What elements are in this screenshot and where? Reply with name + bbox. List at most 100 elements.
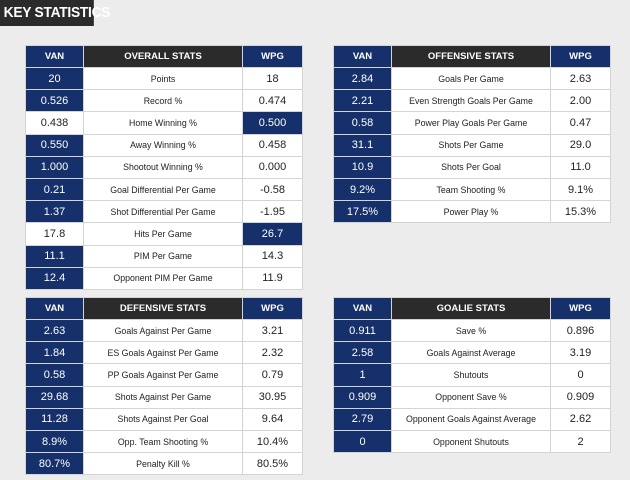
van-value: 2.21 (333, 89, 392, 113)
stat-label: Shots Per Goal (391, 155, 551, 179)
van-value: 17.8 (25, 222, 84, 246)
van-value: 9.2% (333, 177, 392, 202)
wpg-value: 2.63 (550, 66, 611, 91)
stats-category-header: OVERALL STATS (83, 45, 243, 68)
wpg-value: 2.62 (550, 407, 611, 431)
van-value: 8.9% (25, 429, 84, 454)
team-header-van: VAN (333, 297, 392, 320)
stat-label: PIM Per Game (83, 244, 243, 268)
stats-category-header: DEFENSIVE STATS (83, 297, 243, 320)
stat-label: Shot Differential Per Game (83, 200, 243, 224)
table-row: 2.79 Opponent Goals Against Average 2.62 (333, 407, 611, 431)
wpg-value: 26.7 (242, 222, 303, 246)
stat-label: Power Play Goals Per Game (391, 111, 551, 135)
defensive-stats-table: VAN DEFENSIVE STATS WPG 2.63 Goals Against P… (25, 297, 303, 476)
wpg-value: 9.64 (242, 407, 303, 431)
stats-category-header: GOALIE STATS (391, 297, 551, 320)
table-row: 0.526 Record % 0.474 (25, 89, 303, 113)
wpg-value: 2.32 (242, 341, 303, 365)
table-header-row: VAN OFFENSIVE STATS WPG (333, 45, 611, 68)
table-row: 2.21 Even Strength Goals Per Game 2.00 (333, 89, 611, 113)
wpg-value: 0.896 (550, 318, 611, 343)
table-row: 11.28 Shots Against Per Goal 9.64 (25, 407, 303, 431)
wpg-value: 11.0 (550, 155, 611, 179)
stat-label: Power Play % (391, 200, 551, 224)
table-row: 2.58 Goals Against Average 3.19 (333, 341, 611, 365)
table-row: 2.84 Goals Per Game 2.63 (333, 66, 611, 91)
team-header-van: VAN (333, 45, 392, 68)
stat-label: Opponent Shutouts (391, 429, 551, 454)
table-row: 0.911 Save % 0.896 (333, 318, 611, 343)
table-row: 1.37 Shot Differential Per Game -1.95 (25, 200, 303, 224)
wpg-value: 0.79 (242, 363, 303, 387)
table-row: 0.550 Away Winning % 0.458 (25, 133, 303, 157)
van-value: 2.79 (333, 407, 392, 431)
table-row: 0.21 Goal Differential Per Game -0.58 (25, 177, 303, 202)
stat-label: Opponent Save % (391, 385, 551, 409)
table-header-row: VAN DEFENSIVE STATS WPG (25, 297, 303, 320)
stat-label: Goal Differential Per Game (83, 177, 243, 202)
van-value: 1.84 (25, 341, 84, 365)
van-value: 0.58 (25, 363, 84, 387)
team-header-wpg: WPG (242, 297, 303, 320)
overall-stats-table: VAN OVERALL STATS WPG 20 Points 18 0.526 Record… (25, 45, 303, 290)
table-row: 0.58 PP Goals Against Per Game 0.79 (25, 363, 303, 387)
van-value: 1.37 (25, 200, 84, 224)
van-value: 0.911 (333, 318, 392, 343)
stat-label: Hits Per Game (83, 222, 243, 246)
table-row: 17.5% Power Play % 15.3% (333, 200, 611, 224)
wpg-value: 0.474 (242, 89, 303, 113)
stat-label: Record % (83, 89, 243, 113)
van-value: 0.438 (25, 111, 84, 135)
wpg-value: 0.500 (242, 111, 303, 135)
van-value: 2.58 (333, 341, 392, 365)
stat-label: Opponent PIM Per Game (83, 266, 243, 290)
van-value: 0.550 (25, 133, 84, 157)
table-header-row: VAN OVERALL STATS WPG (25, 45, 303, 68)
table-row: 0.438 Home Winning % 0.500 (25, 111, 303, 135)
stat-label: Shots Against Per Goal (83, 407, 243, 431)
van-value: 10.9 (333, 155, 392, 179)
table-row: 0 Opponent Shutouts 2 (333, 429, 611, 454)
stat-label: Even Strength Goals Per Game (391, 89, 551, 113)
table-row: 1.84 ES Goals Against Per Game 2.32 (25, 341, 303, 365)
team-header-wpg: WPG (550, 45, 611, 68)
table-row: 0.58 Power Play Goals Per Game 0.47 (333, 111, 611, 135)
team-header-wpg: WPG (242, 45, 303, 68)
stat-label: Shots Per Game (391, 133, 551, 157)
stat-label: Shots Against Per Game (83, 385, 243, 409)
stats-category-header: OFFENSIVE STATS (391, 45, 551, 68)
wpg-value: 0.458 (242, 133, 303, 157)
stat-label: ES Goals Against Per Game (83, 341, 243, 365)
wpg-value: 0 (550, 363, 611, 387)
stat-label: Goals Per Game (391, 66, 551, 91)
stat-label: Shootout Winning % (83, 155, 243, 179)
van-value: 1 (333, 363, 392, 387)
wpg-value: 9.1% (550, 177, 611, 202)
table-row: 2.63 Goals Against Per Game 3.21 (25, 318, 303, 343)
stat-label: Penalty Kill % (83, 452, 243, 476)
wpg-value: 11.9 (242, 266, 303, 290)
wpg-value: 0.000 (242, 155, 303, 179)
van-value: 0.526 (25, 89, 84, 113)
van-value: 0.909 (333, 385, 392, 409)
goalie-stats-table: VAN GOALIE STATS WPG 0.911 Save % 0.896 2.58 Go… (333, 297, 611, 454)
van-value: 1.000 (25, 155, 84, 179)
wpg-value: 2.00 (550, 89, 611, 113)
stat-label: Shutouts (391, 363, 551, 387)
wpg-value: 29.0 (550, 133, 611, 157)
table-row: 0.909 Opponent Save % 0.909 (333, 385, 611, 409)
team-header-van: VAN (25, 297, 84, 320)
table-row: 9.2% Team Shooting % 9.1% (333, 177, 611, 202)
van-value: 12.4 (25, 266, 84, 290)
wpg-value: 15.3% (550, 200, 611, 224)
van-value: 80.7% (25, 452, 84, 476)
stat-label: Goals Against Average (391, 341, 551, 365)
van-value: 0 (333, 429, 392, 454)
team-header-van: VAN (25, 45, 84, 68)
table-row: 10.9 Shots Per Goal 11.0 (333, 155, 611, 179)
table-row: 29.68 Shots Against Per Game 30.95 (25, 385, 303, 409)
table-row: 12.4 Opponent PIM Per Game 11.9 (25, 266, 303, 290)
wpg-value: 80.5% (242, 452, 303, 476)
stat-label: Team Shooting % (391, 177, 551, 202)
